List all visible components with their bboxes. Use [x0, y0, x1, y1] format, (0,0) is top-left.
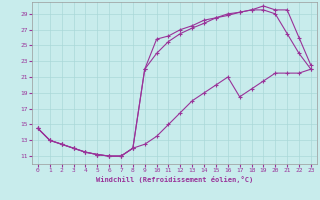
X-axis label: Windchill (Refroidissement éolien,°C): Windchill (Refroidissement éolien,°C) — [96, 176, 253, 183]
